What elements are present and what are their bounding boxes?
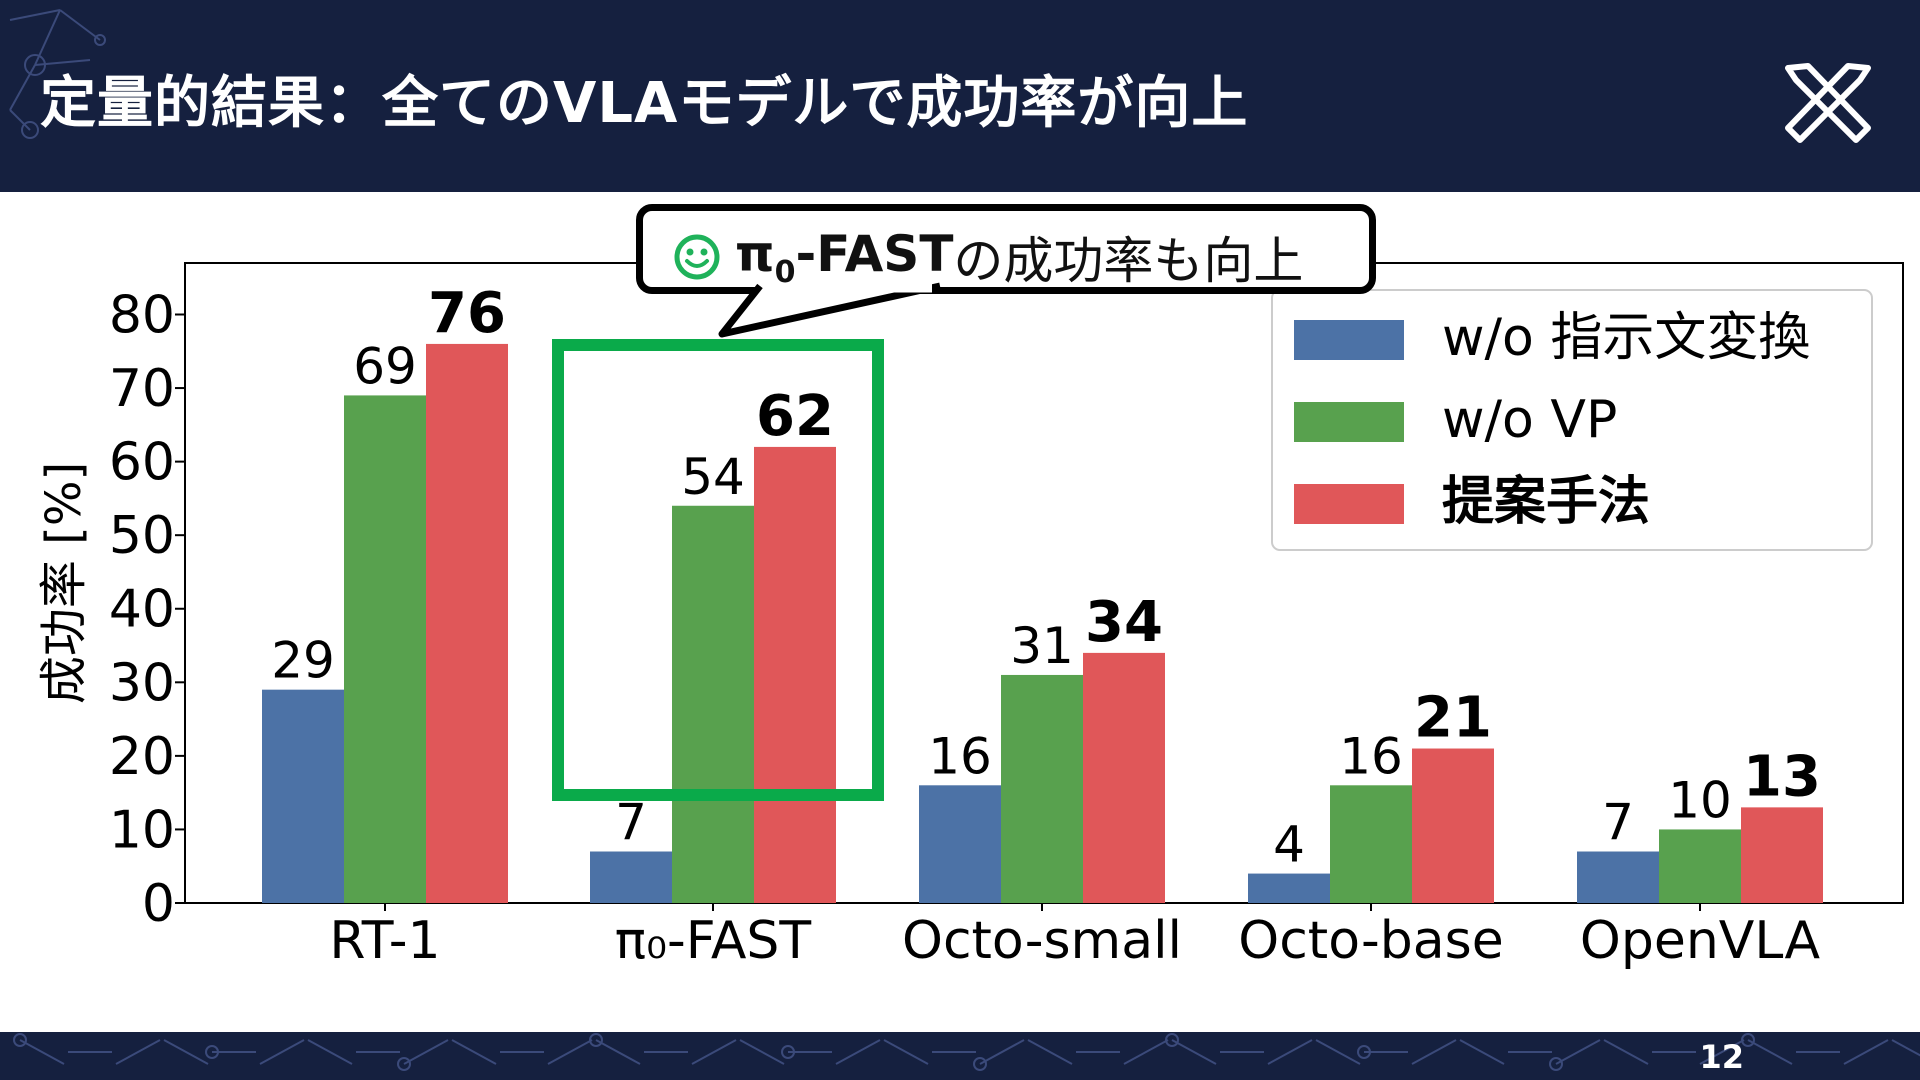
legend-swatch-1 xyxy=(1294,402,1404,442)
highlight-box xyxy=(552,339,884,801)
y-tick-label: 60 xyxy=(109,433,175,493)
data-label: 7 xyxy=(615,794,647,852)
bar-0 xyxy=(1577,851,1659,903)
y-tick-label: 70 xyxy=(109,359,175,419)
bar-1 xyxy=(1330,785,1412,903)
y-tick-label: 30 xyxy=(109,653,175,713)
legend-swatch-0 xyxy=(1294,320,1404,360)
bar-1 xyxy=(1001,674,1083,903)
network-decoration xyxy=(9,9,106,139)
y-tick-label: 80 xyxy=(109,285,175,345)
legend-box xyxy=(1271,289,1873,551)
footer-bar: 12 xyxy=(0,1032,1920,1080)
bar-2 xyxy=(754,446,836,903)
data-label: 76 xyxy=(428,281,506,346)
bar-0 xyxy=(262,689,344,903)
y-tick-label: 20 xyxy=(109,727,175,787)
data-label: 34 xyxy=(1085,590,1163,655)
data-label: 4 xyxy=(1273,816,1305,874)
callout-body: の成功率も向上 xyxy=(953,232,1304,290)
y-tick-label: 50 xyxy=(109,506,175,566)
bar-0 xyxy=(1248,873,1330,903)
x-tick-label: π₀-FAST xyxy=(615,911,812,971)
x-tick-label: RT-1 xyxy=(329,911,440,971)
network-decoration-footer xyxy=(13,1033,1920,1071)
bar-2 xyxy=(1412,748,1494,903)
callout-text: π0-FAST の成功率も向上 xyxy=(673,221,1303,293)
legend-label-1: w/o VP xyxy=(1442,390,1617,450)
header-bar: 定量的結果：全てのVLAモデルで成功率が向上 xyxy=(0,0,1920,192)
data-label: 16 xyxy=(928,727,992,785)
smiley-icon xyxy=(674,234,720,280)
bar-2 xyxy=(426,343,508,903)
legend-swatch-2 xyxy=(1294,484,1404,524)
data-label: 54 xyxy=(681,448,745,506)
y-tick-label: 10 xyxy=(109,800,175,860)
data-label: 13 xyxy=(1743,744,1821,809)
y-tick-label: 40 xyxy=(109,580,175,640)
data-label: 16 xyxy=(1339,727,1403,785)
legend-label-2: 提案手法 xyxy=(1442,472,1650,532)
bar-1 xyxy=(1659,829,1741,903)
x-tick-label: OpenVLA xyxy=(1580,911,1821,971)
x-tick-label: Octo-small xyxy=(902,911,1182,971)
legend-label-0: w/o 指示文変換 xyxy=(1442,308,1810,368)
data-label: 69 xyxy=(353,337,417,395)
x-tick-label: Octo-base xyxy=(1238,911,1503,971)
data-label: 10 xyxy=(1668,771,1732,829)
bar-1 xyxy=(672,505,754,903)
bar-2 xyxy=(1083,652,1165,903)
logo-icon xyxy=(1785,63,1871,143)
bar-0 xyxy=(919,785,1001,903)
data-label: 7 xyxy=(1602,794,1634,852)
y-tick-label: 0 xyxy=(142,874,175,934)
data-label: 31 xyxy=(1010,617,1074,675)
data-label: 21 xyxy=(1414,686,1492,751)
page-number: 12 xyxy=(1699,1038,1744,1076)
callout-box: π0-FAST の成功率も向上 xyxy=(636,204,1376,294)
y-axis-label: 成功率 [%] xyxy=(36,462,92,704)
bar-2 xyxy=(1741,807,1823,903)
callout-emphasis: π0-FAST xyxy=(735,224,954,290)
data-label: 62 xyxy=(756,384,834,449)
bar-0 xyxy=(590,851,672,903)
bar-1 xyxy=(344,395,426,903)
page-title: 定量的結果：全てのVLAモデルで成功率が向上 xyxy=(40,71,1249,136)
data-label: 29 xyxy=(271,632,335,690)
